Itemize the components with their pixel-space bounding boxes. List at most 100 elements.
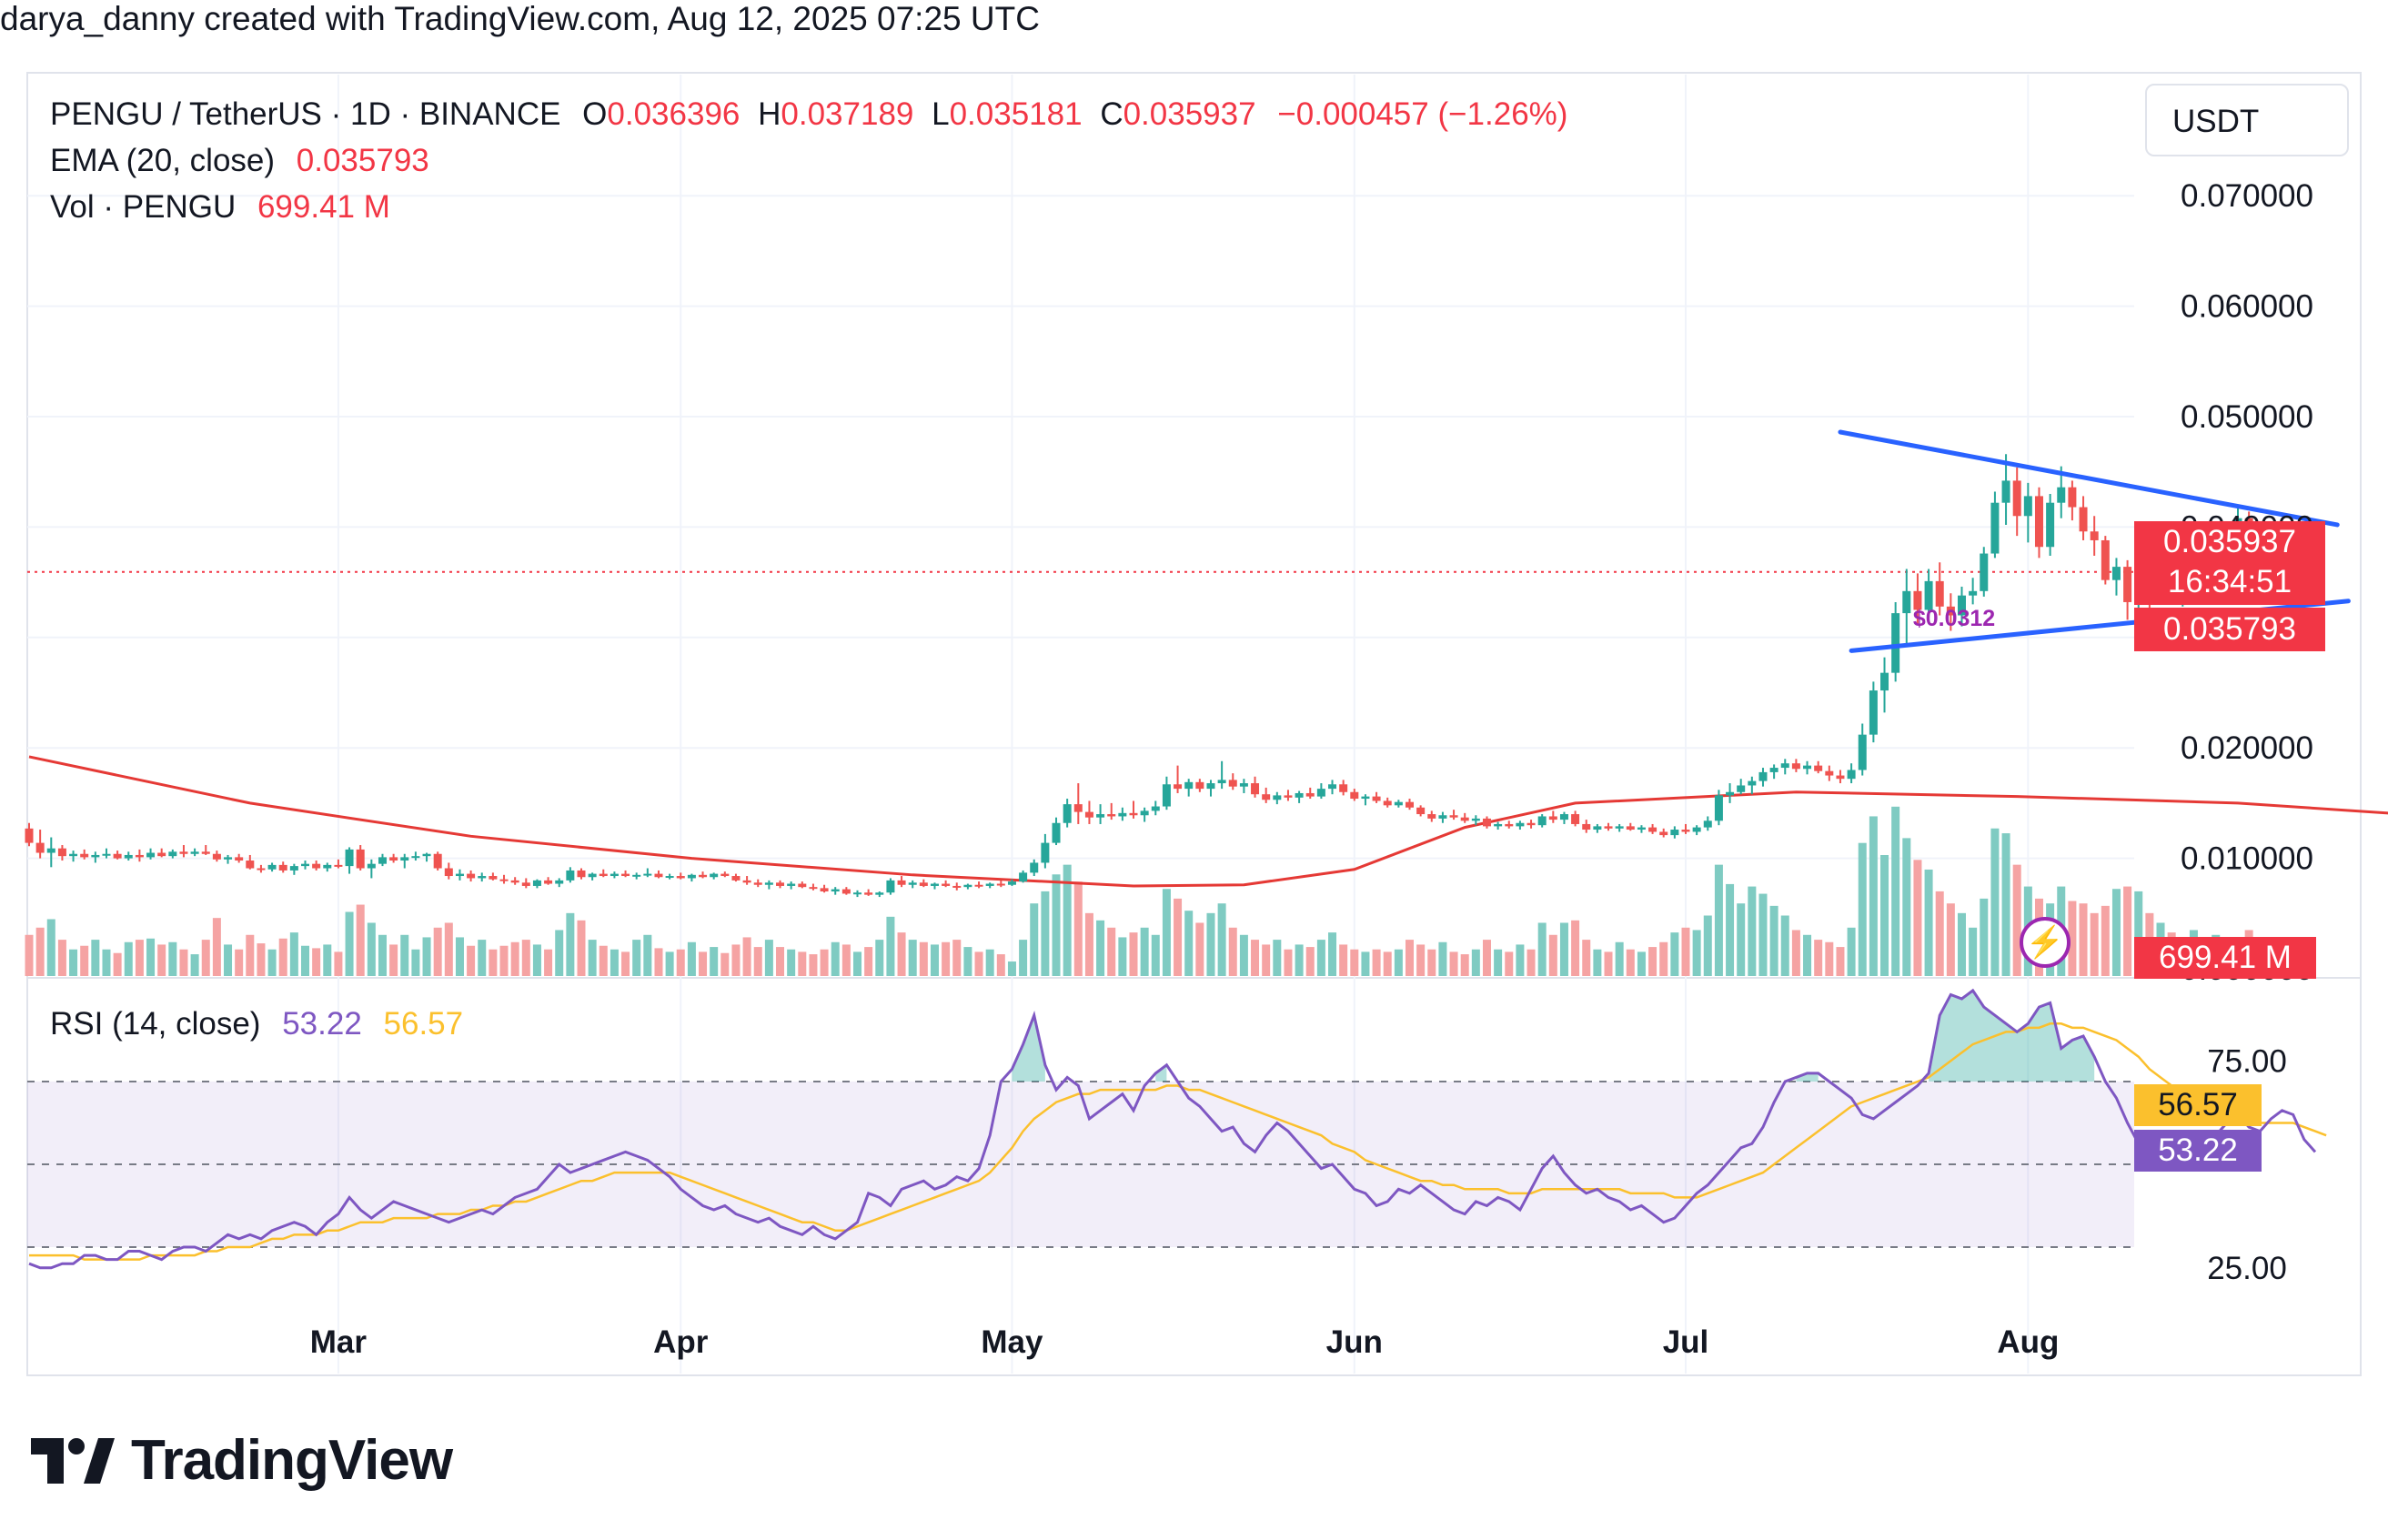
volume-bar — [2123, 886, 2132, 976]
volume-bar — [1924, 869, 1933, 976]
rsi-tick-label: 25.00 — [2207, 1251, 2287, 1286]
candle-body — [323, 864, 332, 869]
legend-rsi-label: RSI (14, close) — [50, 1006, 261, 1042]
volume-bar — [1217, 903, 1226, 976]
candle-body — [710, 873, 719, 878]
volume-bar — [1648, 947, 1657, 976]
legend-rsi-value: 53.22 — [282, 1006, 362, 1042]
volume-bar — [1195, 922, 1204, 976]
volume-bar — [1516, 944, 1525, 976]
candle-body — [643, 873, 652, 876]
volume-bar — [1129, 932, 1138, 976]
time-tick-label: Aug — [1997, 1324, 2059, 1360]
volume-bar — [665, 951, 674, 976]
candle-body — [1958, 595, 1966, 616]
volume-bar — [1780, 915, 1789, 976]
volume-bar — [1659, 941, 1668, 976]
candle-body — [1902, 590, 1911, 614]
volume-bar — [621, 951, 630, 976]
candle-body — [1780, 763, 1789, 769]
volume-bar — [1769, 905, 1778, 976]
volume-bar — [478, 940, 487, 976]
volume-bar — [1803, 934, 1812, 976]
candle-body — [919, 882, 928, 886]
currency-unit-button[interactable]: USDT — [2145, 84, 2349, 156]
volume-bar — [1858, 842, 1867, 976]
rsi-axis: 75.00 25.00 — [2207, 1043, 2287, 1286]
price-tick-label: 0.050000 — [2181, 399, 2313, 435]
candle-body — [963, 884, 972, 888]
volume-bar — [1946, 903, 1955, 976]
candle-body — [1494, 823, 1503, 827]
legend-ema-value: 0.035793 — [296, 143, 429, 178]
volume-bar — [1902, 838, 1911, 976]
candle-body — [235, 857, 244, 861]
volume-bar — [831, 941, 840, 976]
candle-body — [2046, 502, 2055, 548]
volume-bar — [267, 949, 277, 976]
volume-bar — [555, 930, 564, 976]
candle-body — [2034, 496, 2043, 548]
volume-bar — [1052, 874, 1061, 976]
volume-bar — [952, 940, 962, 976]
candle-body — [1769, 768, 1778, 772]
candle-body — [367, 863, 376, 869]
volume-bar — [400, 934, 409, 976]
volume-bar — [367, 922, 376, 976]
lightning-icon[interactable]: ⚡ — [2020, 917, 2071, 968]
candle-body — [1174, 784, 1183, 790]
candle-body — [1019, 872, 1028, 882]
volume-bar — [91, 940, 100, 976]
candle-body — [1406, 801, 1414, 808]
candle-body — [1328, 784, 1337, 790]
volume-bar — [1571, 920, 1580, 976]
volume-bar — [1350, 949, 1359, 976]
bar-countdown: 16:34:51 — [2167, 564, 2292, 599]
candle-body — [389, 857, 398, 861]
candle-body — [699, 874, 708, 878]
volume-bar — [1305, 947, 1315, 976]
candle-body — [974, 884, 983, 887]
candle-body — [1041, 842, 1050, 863]
volume-bar — [1990, 828, 2000, 976]
volume-bar — [1692, 930, 1701, 976]
candle-body — [1372, 796, 1381, 801]
volume-bar — [930, 944, 939, 976]
volume-bar — [1737, 903, 1746, 976]
candle-body — [1969, 590, 1978, 596]
candle-body — [676, 876, 685, 879]
volume-bar — [235, 949, 244, 976]
candle-body — [1195, 781, 1204, 790]
volume-bar — [1681, 927, 1690, 976]
legend-rsi-ma-value: 56.57 — [383, 1006, 464, 1042]
legend-ema-label: EMA (20, close) — [50, 143, 276, 178]
candle-body — [1416, 807, 1426, 815]
candle-body — [1460, 817, 1469, 821]
candle-body — [345, 849, 354, 867]
candle-body — [1703, 820, 1712, 828]
candle-body — [1096, 814, 1105, 818]
candle-body — [720, 873, 730, 877]
candle-body — [1692, 827, 1701, 832]
candle-body — [776, 882, 785, 886]
candle-body — [930, 883, 939, 886]
candle-body — [57, 848, 66, 857]
volume-bar — [1637, 951, 1646, 976]
volume-bar — [1548, 934, 1557, 976]
candle-body — [1305, 792, 1315, 797]
volume-bar — [1427, 949, 1436, 976]
volume-bar — [1748, 886, 1757, 976]
volume-bar — [1460, 954, 1469, 976]
candle-body — [2079, 507, 2088, 532]
candle-body — [168, 851, 177, 857]
volume-bar — [1406, 940, 1414, 976]
candle-body — [257, 868, 266, 871]
volume-bar — [1527, 949, 1536, 976]
legend-l-label: L — [932, 96, 950, 132]
candle-body — [1637, 827, 1646, 830]
candle-body — [1471, 818, 1480, 821]
volume-bar — [1096, 920, 1105, 976]
candle-body — [1084, 811, 1093, 818]
volume-bar — [544, 949, 553, 976]
